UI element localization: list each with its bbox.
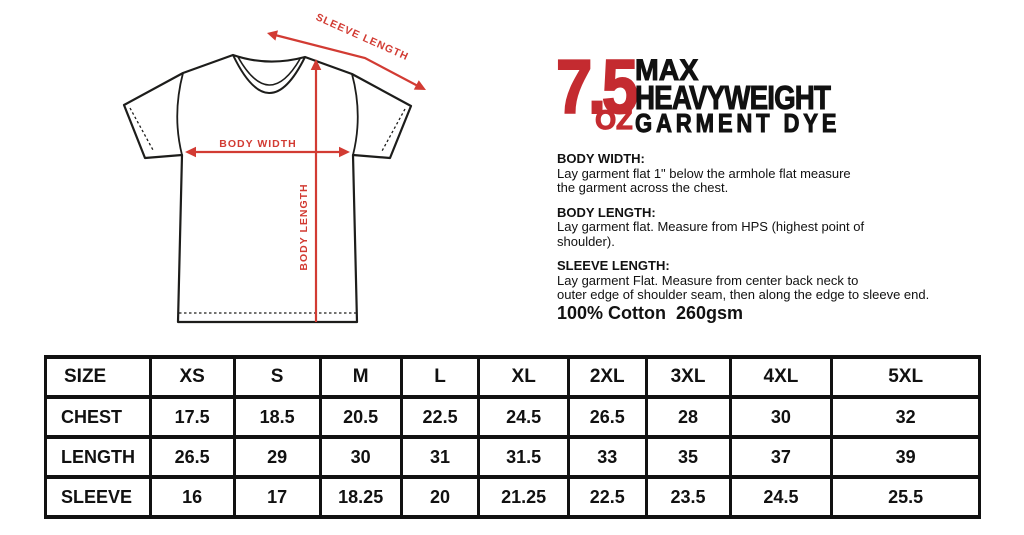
left-armhole-seam: [176, 72, 184, 156]
instruction-text: Lay garment flat 1" below the armhole fl…: [557, 165, 851, 181]
size-col-header-l: L: [399, 355, 481, 399]
size-table-corner-header: SIZE: [44, 355, 152, 399]
size-value-cell: 32: [830, 395, 981, 439]
weight-unit: OZ: [595, 104, 634, 135]
size-value-cell: 24.5: [477, 395, 570, 439]
body-width-label: BODY WIDTH: [219, 138, 296, 150]
badge-line-max: MAX: [634, 54, 698, 87]
right-armhole-seam: [351, 73, 359, 156]
instruction-sleeve-length: SLEEVE LENGTH: Lay garment Flat. Measure…: [557, 258, 987, 303]
collar-outer-curve: [232, 54, 306, 94]
tshirt-outline: [122, 53, 413, 324]
instruction-heading: SLEEVE LENGTH:: [557, 258, 670, 273]
size-col-header-5xl: 5XL: [830, 355, 981, 399]
instruction-heading: BODY WIDTH:: [557, 151, 645, 166]
tshirt-measurement-diagram: BODY WIDTH BODY LENGTH SLEEVE LENGTH: [122, 11, 426, 324]
instruction-text: the garment across the chest.: [557, 180, 729, 195]
size-value-cell: 33: [566, 435, 648, 479]
size-value-cell: 30: [318, 435, 403, 479]
size-col-header-s: S: [232, 355, 322, 399]
fabric-weight-badge: 7.5 OZ MAX HEAVYWEIGHT GARMENT DYE: [555, 45, 877, 138]
instruction-text: Lay garment flat. Measure from HPS (high…: [557, 219, 865, 234]
body-length-arrowhead-top: [310, 59, 322, 70]
instruction-text: outer edge of shoulder seam, then along …: [557, 287, 930, 302]
row-label-chest: CHEST: [44, 395, 152, 439]
size-value-cell: 25.5: [830, 475, 981, 519]
size-value-cell: 18.25: [318, 475, 403, 519]
size-value-cell: 22.5: [566, 475, 648, 519]
size-col-header-xs: XS: [148, 355, 236, 399]
size-value-cell: 16: [148, 475, 236, 519]
size-value-cell: 39: [830, 435, 981, 479]
size-value-cell: 26.5: [148, 435, 236, 479]
size-value-cell: 17: [232, 475, 322, 519]
badge-line-heavyweight: HEAVYWEIGHT: [634, 79, 831, 116]
size-value-cell: 31.5: [477, 435, 570, 479]
size-value-cell: 35: [644, 435, 732, 479]
badge-title-lines: MAX HEAVYWEIGHT GARMENT DYE: [634, 54, 877, 138]
collar-inner-curve: [237, 56, 301, 86]
body-width-arrowhead-right: [339, 146, 350, 158]
size-value-cell: 17.5: [148, 395, 236, 439]
weight-column: 7.5 OZ: [555, 45, 647, 136]
size-table-header-row: SIZE XS S M L XL 2XL 3XL 4XL 5XL: [44, 355, 981, 399]
size-value-cell: 23.5: [644, 475, 732, 519]
sleeve-length-arrow: [274, 33, 418, 87]
size-value-cell: 31: [399, 435, 481, 479]
table-row: CHEST 17.5 18.5 20.5 22.5 24.5 26.5 28 30 32: [44, 395, 981, 439]
body-length-label: BODY LENGTH: [298, 183, 310, 270]
instruction-heading: BODY LENGTH:: [557, 204, 656, 220]
fabric-spec: 100% Cotton 260gsm: [557, 303, 744, 323]
body-width-arrowhead-left: [185, 146, 196, 158]
measurement-instructions: BODY WIDTH: Lay garment flat 1" below th…: [557, 151, 987, 313]
size-col-header-xl: XL: [477, 355, 570, 399]
size-col-header-m: M: [318, 355, 403, 399]
sleeve-length-arrowhead-start: [267, 30, 278, 41]
weight-value: 7.5: [555, 45, 639, 130]
row-label-length: LENGTH: [44, 435, 152, 479]
size-value-cell: 20.5: [318, 395, 403, 439]
size-value-cell: 20: [399, 475, 481, 519]
size-col-header-3xl: 3XL: [644, 355, 732, 399]
size-value-cell: 37: [728, 435, 834, 479]
row-label-sleeve: SLEEVE: [44, 475, 152, 519]
instruction-body-length: BODY LENGTH: Lay garment flat. Measure f…: [557, 204, 987, 250]
sleeve-length-label: SLEEVE LENGTH: [314, 11, 411, 63]
size-value-cell: 26.5: [566, 395, 648, 439]
instruction-body-width: BODY WIDTH: Lay garment flat 1" below th…: [557, 151, 987, 196]
size-value-cell: 22.5: [399, 395, 481, 439]
size-value-cell: 28: [644, 395, 732, 439]
size-col-header-2xl: 2XL: [566, 355, 648, 399]
table-row: SLEEVE 16 17 18.25 20 21.25 22.5 23.5 24.5 25.5: [44, 475, 981, 519]
size-value-cell: 21.25: [477, 475, 570, 519]
size-value-cell: 29: [232, 435, 322, 479]
badge-line-garment-dye: GARMENT DYE: [634, 108, 841, 138]
size-value-cell: 24.5: [728, 475, 834, 519]
size-value-cell: 18.5: [232, 395, 322, 439]
size-value-cell: 30: [728, 395, 834, 439]
size-col-header-4xl: 4XL: [728, 355, 834, 399]
table-row: LENGTH 26.5 29 30 31 31.5 33 35 37 39: [44, 435, 981, 479]
instruction-text: Lay garment Flat. Measure from center ba…: [557, 272, 859, 288]
instruction-text: shoulder).: [557, 233, 615, 249]
sleeve-length-arrowhead-end: [413, 80, 426, 90]
size-chart-table: SIZE XS S M L XL 2XL 3XL 4XL 5XL CHEST 17.5 18.5 20.5…: [44, 355, 981, 519]
